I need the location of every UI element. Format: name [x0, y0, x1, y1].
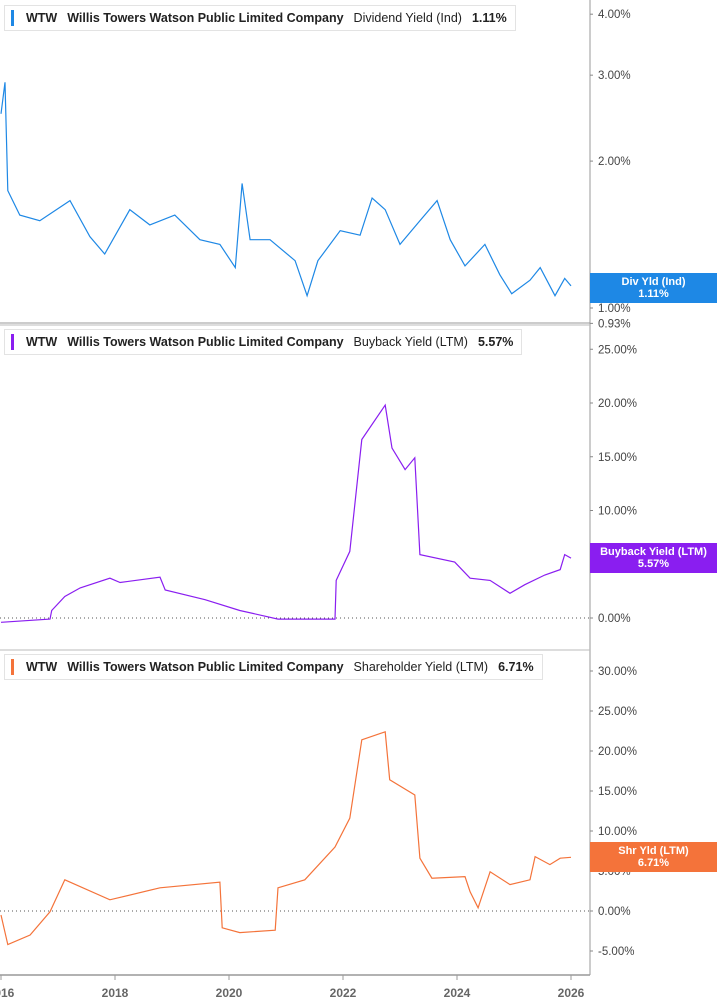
y-tick-label: 20.00% [598, 398, 637, 410]
tag-label: Div Yld (Ind) [621, 276, 686, 288]
y-tick-label: 0.93% [598, 318, 631, 330]
tag-value: 6.71% [637, 857, 670, 869]
div-yield-tag: Div Yld (Ind) 1.11% [590, 273, 717, 303]
company-name: Willis Towers Watson Public Limited Comp… [67, 660, 344, 674]
ticker: WTW [26, 11, 58, 25]
series-line-1 [0, 82, 572, 298]
y-tick-label: 20.00% [598, 746, 637, 758]
series-line-2 [0, 403, 572, 623]
x-tick-label: 2026 [558, 986, 585, 1000]
x-tick-label: 2020 [216, 986, 243, 1000]
y-tick-label: 10.00% [598, 826, 637, 838]
company-name: Willis Towers Watson Public Limited Comp… [67, 335, 344, 349]
y-tick-label: -5.00% [598, 946, 634, 958]
panel-3-header: WTW Willis Towers Watson Public Limited … [4, 654, 543, 680]
x-tick-label: 2018 [102, 986, 129, 1000]
y-tick-label: 15.00% [598, 786, 637, 798]
latest-value: 6.71% [498, 660, 534, 674]
y-tick-label: 0.00% [598, 613, 631, 625]
ticker: WTW [26, 660, 58, 674]
panel-2-header: WTW Willis Towers Watson Public Limited … [4, 329, 523, 355]
tag-label: Buyback Yield (LTM) [600, 546, 707, 558]
x-tick-label: 2016 [0, 986, 15, 1000]
latest-value: 5.57% [477, 335, 514, 349]
series-color-marker [11, 334, 14, 350]
y-tick-label: 0.00% [598, 906, 631, 918]
series-line-3 [0, 730, 572, 946]
y-tick-label: 25.00% [598, 706, 637, 718]
ticker: WTW [26, 335, 58, 349]
y-tick-label: 1.00% [598, 303, 631, 315]
series-color-marker [11, 659, 14, 675]
tag-label: Shr Yld (LTM) [618, 845, 689, 857]
y-tick-label: 10.00% [598, 506, 637, 518]
x-tick-label: 2022 [330, 986, 357, 1000]
metric-name: Shareholder Yield (LTM) [353, 660, 489, 674]
tag-value: 5.57% [637, 558, 670, 570]
y-tick-label: 2.00% [598, 156, 631, 168]
y-tick-label: 15.00% [598, 452, 637, 464]
x-tick-label: 2024 [444, 986, 471, 1000]
y-tick-label: 4.00% [598, 9, 631, 21]
shareholder-yield-tag: Shr Yld (LTM) 6.71% [590, 842, 717, 872]
y-tick-label: 30.00% [598, 666, 637, 678]
tag-value: 1.11% [638, 288, 669, 300]
buyback-yield-tag: Buyback Yield (LTM) 5.57% [590, 543, 717, 573]
y-tick-label: 3.00% [598, 70, 631, 82]
latest-value: 1.11% [471, 11, 507, 25]
metric-name: Buyback Yield (LTM) [353, 335, 468, 349]
panel-1-header: WTW Willis Towers Watson Public Limited … [4, 5, 516, 31]
company-name: Willis Towers Watson Public Limited Comp… [67, 11, 344, 25]
metric-name: Dividend Yield (Ind) [353, 11, 462, 25]
series-color-marker [11, 10, 14, 26]
y-tick-label: 25.00% [598, 344, 637, 356]
